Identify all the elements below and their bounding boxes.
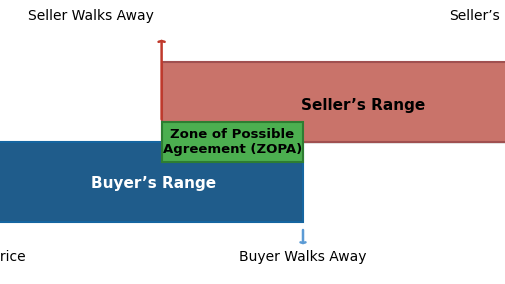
Text: Buyer’s Range: Buyer’s Range xyxy=(91,176,216,191)
Text: Seller’s Range: Seller’s Range xyxy=(301,98,426,112)
Bar xyxy=(162,122,303,162)
Text: Buyer Walks Away: Buyer Walks Away xyxy=(239,250,367,264)
Bar xyxy=(162,62,505,142)
Text: Zone of Possible
Agreement (ZOPA): Zone of Possible Agreement (ZOPA) xyxy=(163,128,302,156)
Text: Seller Walks Away: Seller Walks Away xyxy=(28,9,154,23)
Text: Seller’s: Seller’s xyxy=(449,9,500,23)
Bar xyxy=(0,142,303,222)
Text: ed Price: ed Price xyxy=(0,250,25,264)
